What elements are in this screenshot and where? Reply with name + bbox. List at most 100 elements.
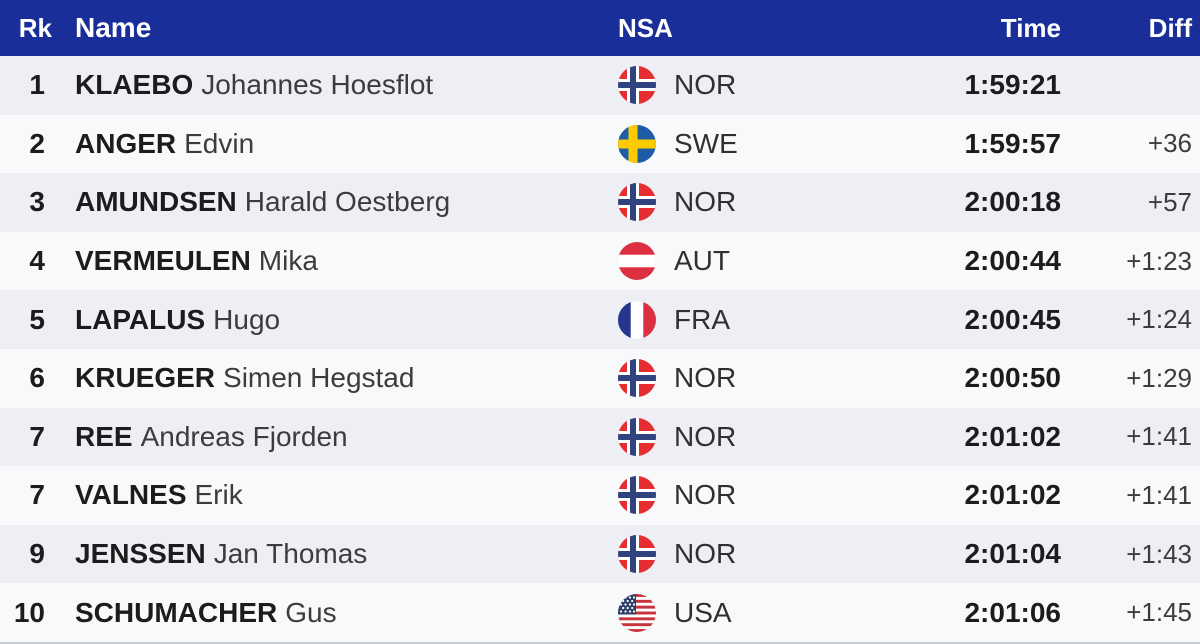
fra-flag-icon [618, 300, 656, 339]
nsa-cell: AUT [616, 242, 866, 281]
name-cell: AMUNDSEN Harald Oestberg [56, 186, 616, 218]
athlete-surname: LAPALUS [75, 303, 206, 335]
col-header-diff: Diff [1148, 12, 1192, 43]
time-cell: 2:00:18 [964, 186, 1061, 218]
table-row-7: 7 REE Andreas Fjorden NOR 2:01:02 +1:41 [0, 407, 1200, 467]
name-cell: LAPALUS Hugo [56, 304, 616, 336]
nor-flag-icon [618, 535, 656, 574]
usa-flag-icon [618, 593, 656, 632]
athlete-surname: KRUEGER [75, 362, 216, 394]
name-cell: ANGER Edvin [56, 128, 616, 160]
athlete-given-name: Mika [258, 245, 318, 277]
nsa-code: NOR [674, 362, 737, 394]
nor-flag-icon [618, 183, 656, 222]
nor-flag-icon [618, 359, 656, 398]
diff-cell: +1:23 [1126, 245, 1192, 276]
nsa-cell: SWE [616, 124, 866, 163]
time-cell: 2:01:02 [964, 479, 1061, 511]
table-body: 1 KLAEBO Johannes Hoesflot NOR 1:59:21 2 … [0, 56, 1200, 642]
athlete-surname: JENSSEN [75, 538, 206, 570]
name-cell: REE Andreas Fjorden [56, 421, 616, 453]
table-header: Rk Name NSA Time Diff [0, 0, 1200, 56]
aut-flag-icon [618, 242, 656, 281]
athlete-given-name: Jan Thomas [213, 538, 368, 570]
name-cell: JENSSEN Jan Thomas [56, 538, 616, 570]
diff-cell: +1:41 [1126, 421, 1192, 452]
table-row-8: 7 VALNES Erik NOR 2:01:02 +1:41 [0, 466, 1200, 525]
nsa-cell: NOR [616, 476, 866, 515]
time-cell: 2:00:50 [964, 362, 1061, 394]
athlete-given-name: Johannes Hoesflot [201, 69, 434, 101]
athlete-given-name: Hugo [213, 303, 281, 335]
table-row-1: 1 KLAEBO Johannes Hoesflot NOR 1:59:21 [0, 56, 1200, 115]
table-row-6: 6 KRUEGER Simen Hegstad NOR 2:00:50 +1:29 [0, 348, 1200, 408]
rank-cell: 3 [29, 186, 45, 218]
table-row-9: 9 JENSSEN Jan Thomas NOR 2:01:04 +1:43 [0, 524, 1200, 584]
rank-cell: 7 [29, 479, 45, 511]
rank-cell: 7 [29, 420, 45, 452]
rank-cell: 5 [29, 303, 45, 335]
table-row-4: 4 VERMEULEN Mika AUT 2:00:44 +1:23 [0, 231, 1200, 291]
rank-cell: 9 [29, 538, 45, 570]
diff-cell: +1:24 [1126, 304, 1192, 335]
name-cell: VERMEULEN Mika [56, 245, 616, 277]
nor-flag-icon [618, 66, 656, 105]
name-cell: VALNES Erik [56, 479, 616, 511]
nsa-code: FRA [674, 303, 730, 335]
nsa-code: NOR [674, 69, 737, 101]
nsa-code: USA [674, 596, 732, 628]
nsa-code: AUT [674, 245, 730, 277]
diff-cell: +1:43 [1126, 538, 1192, 569]
nsa-code: NOR [674, 479, 737, 511]
rank-cell: 6 [29, 362, 45, 394]
table-row-5: 5 LAPALUS Hugo FRA 2:00:45 +1:24 [0, 290, 1200, 349]
athlete-surname: REE [75, 420, 133, 452]
swe-flag-icon [618, 124, 656, 163]
time-cell: 2:01:04 [964, 538, 1061, 570]
name-cell: SCHUMACHER Gus [56, 597, 616, 629]
time-cell: 1:59:57 [964, 127, 1061, 159]
nor-flag-icon [618, 417, 656, 456]
athlete-given-name: Edvin [184, 127, 255, 159]
table-row-10: 10 SCHUMACHER Gus USA 2:01:06 +1:45 [0, 583, 1200, 642]
athlete-given-name: Erik [194, 479, 243, 511]
nsa-cell: NOR [616, 417, 866, 456]
diff-cell: +1:45 [1126, 597, 1192, 628]
nsa-code: SWE [674, 127, 738, 159]
name-cell: KRUEGER Simen Hegstad [56, 362, 616, 394]
diff-cell: +36 [1147, 128, 1192, 159]
table-row-3: 3 AMUNDSEN Harald Oestberg NOR 2:00:18 +5… [0, 173, 1200, 232]
athlete-surname: AMUNDSEN [75, 186, 237, 218]
athlete-surname: SCHUMACHER [75, 596, 278, 628]
col-header-rank: Rk [18, 12, 52, 43]
time-cell: 1:59:21 [964, 69, 1061, 101]
athlete-surname: KLAEBO [75, 69, 194, 101]
nsa-code: NOR [674, 186, 737, 218]
nsa-cell: NOR [616, 535, 866, 574]
diff-cell: +1:41 [1126, 479, 1192, 510]
rank-cell: 2 [29, 127, 45, 159]
nsa-cell: FRA [616, 300, 866, 339]
col-header-name: Name [75, 12, 152, 43]
nsa-cell: USA [616, 593, 866, 632]
diff-cell: +1:29 [1126, 362, 1192, 393]
time-cell: 2:01:02 [964, 420, 1061, 452]
time-cell: 2:00:45 [964, 303, 1061, 335]
time-cell: 2:01:06 [964, 596, 1061, 628]
athlete-surname: VERMEULEN [75, 245, 251, 277]
nsa-code: NOR [674, 538, 737, 570]
col-header-nsa: NSA [618, 12, 673, 43]
athlete-given-name: Simen Hegstad [223, 362, 415, 394]
athlete-surname: ANGER [75, 127, 177, 159]
athlete-given-name: Harald Oestberg [244, 186, 451, 218]
rank-cell: 4 [29, 245, 45, 277]
diff-cell: +57 [1147, 186, 1192, 217]
nor-flag-icon [618, 476, 656, 515]
nsa-cell: NOR [616, 66, 866, 105]
nsa-cell: NOR [616, 359, 866, 398]
athlete-given-name: Andreas Fjorden [140, 420, 348, 452]
name-cell: KLAEBO Johannes Hoesflot [56, 69, 616, 101]
nsa-code: NOR [674, 420, 737, 452]
rank-cell: 10 [13, 596, 45, 628]
